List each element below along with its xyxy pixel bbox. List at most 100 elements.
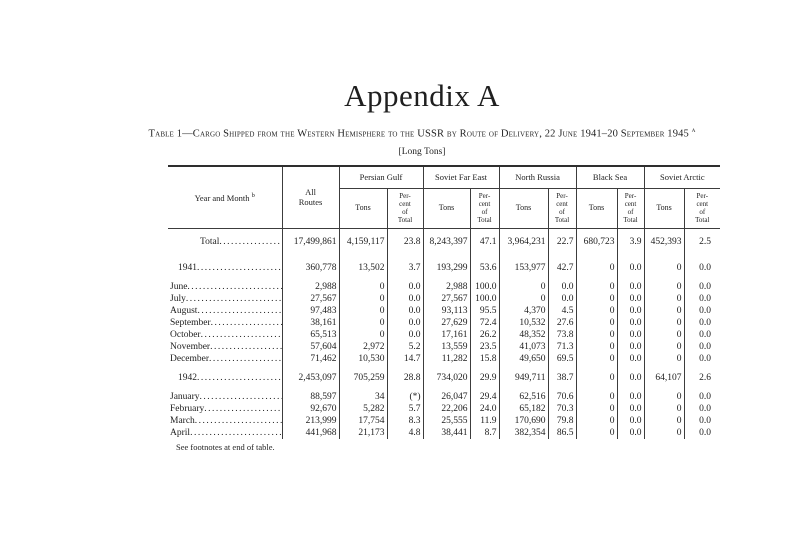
data-cell: 441,968	[281, 426, 339, 439]
data-cell: 93,113	[422, 304, 471, 317]
data-cell: 71,462	[281, 352, 339, 365]
data-cell: 53.6	[469, 254, 500, 281]
table-row: August97,48300.093,11395.54,3704.500.000…	[168, 304, 721, 317]
data-cell: 47.1	[469, 228, 500, 255]
row-label-cell: February	[168, 403, 282, 415]
data-cell: 70.3	[547, 402, 577, 415]
row-label: October	[170, 329, 201, 340]
table-row: 1941 360,77813,5023.7193,29953.6153,97742…	[168, 254, 721, 281]
row-label: 1942	[178, 372, 197, 383]
data-cell: 48,352	[498, 328, 549, 341]
data-cell: 42.7	[547, 254, 577, 281]
data-cell: 4.5	[547, 304, 577, 317]
data-cell: 3.7	[386, 254, 424, 281]
data-cell: 213,999	[281, 414, 339, 427]
header-tons: Tons	[575, 188, 618, 229]
data-cell: 0	[643, 426, 685, 439]
data-cell: 0.0	[683, 426, 721, 439]
data-cell: 79.8	[547, 414, 577, 427]
data-cell: 0	[643, 390, 685, 403]
data-cell: 452,393	[643, 228, 685, 255]
data-cell: 8.7	[469, 426, 500, 439]
data-cell: 0.0	[683, 328, 721, 341]
data-cell: 26.2	[469, 328, 500, 341]
leader-dots	[210, 341, 281, 353]
data-cell: 0.0	[683, 390, 721, 403]
data-cell: 38.7	[547, 364, 577, 391]
row-label-cell: September	[168, 317, 282, 329]
data-cell: 100.0	[469, 280, 500, 293]
data-cell: 49,650	[498, 352, 549, 365]
row-label: November	[170, 341, 211, 352]
row-label-cell: June	[168, 281, 282, 293]
data-cell: 0	[643, 316, 685, 329]
table-header: Year and Month b All Routes Persian Gulf…	[168, 165, 721, 229]
data-cell: 0.0	[683, 402, 721, 415]
row-label-cell: March	[168, 415, 282, 427]
row-label-cell: August	[168, 305, 282, 317]
data-cell: 0	[575, 328, 618, 341]
data-cell: 27,567	[422, 292, 471, 305]
data-cell: 0	[643, 280, 685, 293]
header-percent: Per- cent of Total	[386, 188, 424, 229]
data-cell: 0.0	[616, 352, 645, 365]
row-label: July	[170, 293, 186, 304]
data-cell: 0.0	[386, 292, 424, 305]
leader-dots	[209, 353, 281, 365]
data-cell: 11.9	[469, 414, 500, 427]
row-label-cell: Total	[168, 228, 282, 255]
row-label: February	[170, 403, 205, 414]
data-cell: 0.0	[683, 340, 721, 353]
data-cell: 0.0	[616, 292, 645, 305]
data-cell: 0	[575, 390, 618, 403]
data-cell: 73.8	[547, 328, 577, 341]
data-cell: 70.6	[547, 390, 577, 403]
data-cell: 15.8	[469, 352, 500, 365]
data-cell: 382,354	[498, 426, 549, 439]
data-cell: 0	[643, 402, 685, 415]
data-cell: 10,530	[338, 352, 387, 365]
header-percent: Per- cent of Total	[616, 188, 645, 229]
group-header-row: Year and Month b All Routes Persian Gulf…	[168, 165, 721, 229]
data-cell: 0.0	[547, 280, 577, 293]
data-cell: 8.3	[386, 414, 424, 427]
data-cell: 3,964,231	[498, 228, 549, 255]
data-cell: 705,259	[338, 364, 387, 391]
row-label-cell: January	[168, 391, 282, 403]
data-cell: 0	[575, 426, 618, 439]
data-cell: 0	[338, 328, 387, 341]
data-cell: 0.0	[616, 304, 645, 317]
data-cell: 17,161	[422, 328, 471, 341]
header-tons: Tons	[422, 188, 471, 229]
header-group-black-sea: Black Sea	[575, 165, 645, 189]
data-cell: 0	[338, 280, 387, 293]
header-group-persian-gulf: Persian Gulf	[338, 165, 424, 189]
row-label: September	[170, 317, 211, 328]
data-cell: 27,629	[422, 316, 471, 329]
data-cell: 0.0	[683, 304, 721, 317]
data-cell: 2,972	[338, 340, 387, 353]
data-cell: 2,988	[422, 280, 471, 293]
data-cell: 0.0	[616, 414, 645, 427]
data-cell: 0.0	[616, 316, 645, 329]
data-cell: (*)	[386, 390, 424, 403]
data-cell: 0.0	[683, 414, 721, 427]
table-row: 1942 2,453,097705,25928.8734,02029.9949,7…	[168, 364, 721, 391]
data-cell: 0	[643, 254, 685, 281]
data-cell: 0	[575, 316, 618, 329]
table-row: September38,16100.027,62972.410,53227.60…	[168, 316, 721, 329]
data-cell: 0	[575, 280, 618, 293]
data-cell: 3.9	[616, 228, 645, 255]
data-cell: 0	[575, 352, 618, 365]
data-cell: 4.8	[386, 426, 424, 439]
data-cell: 0.0	[683, 280, 721, 293]
data-cell: 0.0	[386, 280, 424, 293]
leader-dots	[211, 317, 282, 329]
data-cell: 27.6	[547, 316, 577, 329]
data-cell: 0.0	[386, 304, 424, 317]
data-cell: 26,047	[422, 390, 471, 403]
row-label: April	[170, 427, 191, 438]
data-cell: 0	[498, 292, 549, 305]
data-cell: 0.0	[616, 364, 645, 391]
header-group-soviet-arctic: Soviet Arctic	[643, 165, 721, 189]
